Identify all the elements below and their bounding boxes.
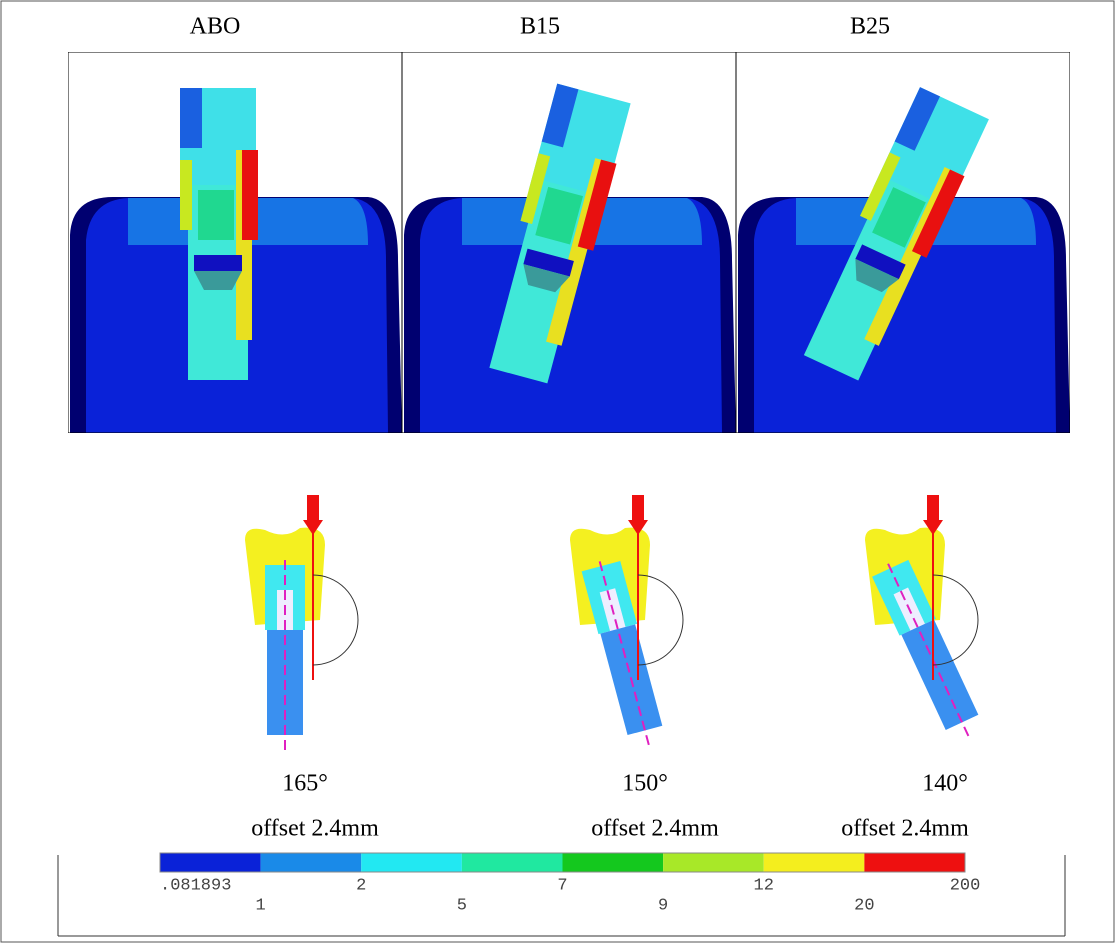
panel-title: ABO bbox=[190, 14, 241, 40]
offset-label: offset 2.4mm bbox=[841, 816, 969, 842]
colorbar-label: 1 bbox=[256, 896, 266, 915]
figure: ABO 165° offset 2.4mm B15 150° offset 2.4mm B2… bbox=[0, 0, 1115, 943]
colorbar-label: 9 bbox=[658, 896, 668, 915]
stress-red bbox=[242, 150, 258, 240]
colorbar-label: 20 bbox=[854, 896, 874, 915]
colorbar-swatch bbox=[462, 853, 563, 872]
colorbar-label: 5 bbox=[457, 896, 467, 915]
colorbar-swatch bbox=[563, 853, 664, 872]
angle-label: 150° bbox=[622, 771, 668, 797]
colorbar-swatch bbox=[663, 853, 764, 872]
colorbar-label: 2 bbox=[356, 876, 366, 895]
colorbar-label: 7 bbox=[557, 876, 567, 895]
stress-yellow-l bbox=[180, 160, 192, 230]
fea-image bbox=[68, 52, 402, 433]
colorbar-label: 12 bbox=[754, 876, 774, 895]
colorbar-swatch bbox=[361, 853, 462, 872]
implant bbox=[180, 88, 258, 380]
colorbar-swatch bbox=[764, 853, 865, 872]
abutment-top bbox=[180, 88, 202, 148]
colorbar-swatch bbox=[261, 853, 362, 872]
green bbox=[198, 190, 234, 240]
hole bbox=[194, 255, 242, 271]
panel-title: B25 bbox=[850, 14, 890, 40]
fea-image bbox=[736, 52, 1070, 433]
colorbar-swatch bbox=[864, 853, 965, 872]
implant-ill bbox=[265, 560, 305, 755]
offset-label: offset 2.4mm bbox=[251, 816, 379, 842]
angle-label: 165° bbox=[282, 771, 328, 797]
colorbar-label: .081893 bbox=[160, 876, 231, 895]
panel-title: B15 bbox=[520, 14, 560, 40]
colorbar-label: 200 bbox=[950, 876, 981, 895]
offset-label: offset 2.4mm bbox=[591, 816, 719, 842]
colorbar-swatch bbox=[160, 853, 261, 872]
fea-image bbox=[402, 52, 736, 433]
angle-label: 140° bbox=[922, 771, 968, 797]
